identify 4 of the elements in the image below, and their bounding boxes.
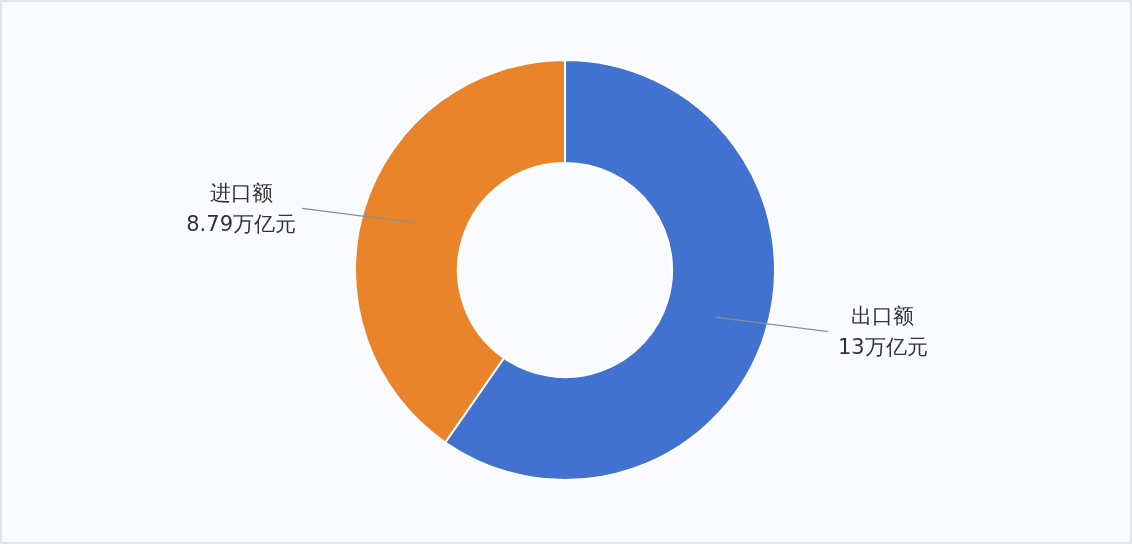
slice-label: 进口额	[209, 180, 273, 205]
slice-label: 出口额	[851, 304, 915, 329]
data-label: 13万亿元	[838, 335, 928, 360]
data-label: 8.79万亿元	[186, 211, 296, 236]
